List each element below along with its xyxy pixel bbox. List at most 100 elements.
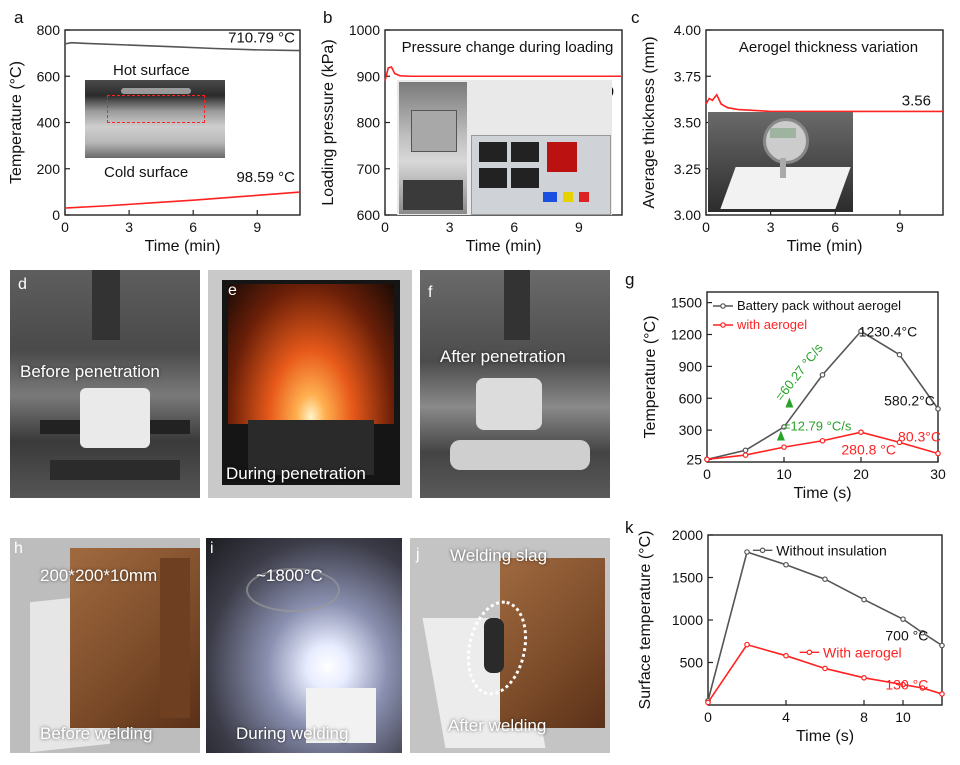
label-after-welding: After welding <box>448 716 547 735</box>
panel-letter-e: e <box>228 282 237 299</box>
panel-letter-c: c <box>631 8 640 27</box>
annotation-final-aerogel: 130 °C <box>885 677 928 693</box>
y-tick-label-b-4: 1000 <box>349 22 380 38</box>
label-during-welding: During welding <box>236 724 349 743</box>
x-axis-label-c: Time (min) <box>787 238 863 255</box>
plot-frame-g <box>706 291 939 463</box>
data-point-k-0-3 <box>822 576 828 582</box>
y-tick-label-g-5: 1500 <box>671 295 702 311</box>
annotation-end-aerogel: 80.3°C <box>898 429 941 445</box>
y-tick-label-a-2: 400 <box>37 115 61 131</box>
data-point-k-0-4 <box>861 596 867 603</box>
data-point-g-1-6 <box>935 450 941 457</box>
x-tick-label-b-2: 6 <box>510 219 518 235</box>
x-tick-label-a-1: 3 <box>125 219 133 235</box>
x-tick-label-a-0: 0 <box>61 219 69 235</box>
data-point-k-1-3 <box>822 665 828 672</box>
annotation-peak-without: 1230.4°C <box>859 323 918 339</box>
data-point-k-1-0 <box>705 699 711 706</box>
chart-title-b: Pressure change during loading <box>402 39 614 56</box>
y-tick-label-a-0: 0 <box>52 207 60 223</box>
annotation-hot-final: 710.79 °C <box>228 30 295 47</box>
y-tick-label-c-1: 3.25 <box>674 161 701 177</box>
y-tick-label-c-4: 4.00 <box>674 22 701 38</box>
data-point-g-0-4 <box>858 328 864 335</box>
y-axis-label-k: Surface temperature (°C) <box>637 531 654 710</box>
y-tick-label-c-0: 3.00 <box>674 207 701 223</box>
x-tick-label-g-0: 0 <box>703 466 711 482</box>
data-point-g-1-5 <box>896 439 903 446</box>
series-line-a-0 <box>64 41 301 52</box>
y-axis-label-c: Average thickness (mm) <box>641 36 658 208</box>
x-tick-label-g-1: 10 <box>776 466 792 482</box>
x-axis-label-g: Time (s) <box>793 485 851 502</box>
x-tick-label-b-0: 0 <box>381 219 389 235</box>
photo-before-penetration <box>10 270 200 498</box>
series-line-b-0 <box>384 66 622 82</box>
y-tick-label-g-0: 25 <box>686 451 702 467</box>
series-line-c-0 <box>705 93 943 113</box>
x-tick-label-g-2: 20 <box>853 466 869 482</box>
data-point-g-1-2 <box>781 444 787 450</box>
y-tick-label-k-0: 500 <box>680 655 704 671</box>
data-point-g-0-5 <box>896 351 903 358</box>
panel-letter-d: d <box>18 276 27 293</box>
data-point-k-1-5 <box>900 681 906 688</box>
inset-photo-hot-cold <box>85 80 225 158</box>
y-tick-label-g-2: 600 <box>679 390 703 406</box>
inset-photo-thickness-gauge <box>708 112 853 212</box>
panel-letter-j: j <box>416 546 420 563</box>
y-tick-label-c-3: 3.75 <box>674 68 701 84</box>
rate-marker-aerogel <box>776 430 785 441</box>
annotation-thickness-final: 3.56 <box>902 92 931 109</box>
y-axis-label-b: Loading pressure (kPa) <box>320 39 337 205</box>
inset-photo-press-machine <box>397 80 612 215</box>
x-tick-label-k-0: 0 <box>704 709 712 725</box>
series-line-k-1 <box>707 643 943 703</box>
chart-title-c: Aerogel thickness variation <box>739 39 918 56</box>
chart-c: 0 3 6 9 3.00 3.25 3.50 3.75 4.00 Time (min) Averag… <box>641 22 944 255</box>
panel-letter-k: k <box>625 518 634 537</box>
legend-marker-k-1 <box>806 649 813 656</box>
x-tick-label-c-2: 6 <box>831 219 839 235</box>
legend-marker-k-0 <box>759 547 766 554</box>
x-tick-label-a-2: 6 <box>189 219 197 235</box>
y-tick-label-k-1: 1000 <box>672 612 703 628</box>
data-point-k-1-1 <box>744 641 750 648</box>
y-tick-label-b-0: 600 <box>357 207 381 223</box>
x-tick-label-k-3: 10 <box>895 709 911 725</box>
panel-letter-h: h <box>14 540 23 557</box>
legend-label-g-0: Battery pack without aerogel <box>737 298 901 313</box>
x-axis-label-a: Time (min) <box>145 238 221 255</box>
annotation-cold-final: 98.59 °C <box>236 169 295 186</box>
panel-letter-g: g <box>625 270 635 289</box>
x-tick-label-a-3: 9 <box>253 219 261 235</box>
y-tick-label-k-3: 2000 <box>672 527 703 543</box>
series-line-k-0 <box>707 550 943 701</box>
label-during-penetration: During penetration <box>226 464 366 483</box>
panel-letter-f: f <box>428 284 433 301</box>
y-axis-label-a: Temperature (°C) <box>8 61 25 184</box>
panel-letter-a: a <box>14 8 24 27</box>
chart-g: 0 10 20 30 25 300 600 900 1200 1500 Time (s) Temper… <box>642 291 946 502</box>
data-point-g-1-1 <box>742 452 749 458</box>
legend-label-k-1: With aerogel <box>823 644 902 660</box>
label-welding-temperature: ~1800°C <box>256 566 323 585</box>
x-tick-label-g-3: 30 <box>930 466 946 482</box>
legend-label-g-1: with aerogel <box>736 317 807 332</box>
data-point-k-1-6 <box>919 685 926 691</box>
photo-after-welding <box>410 538 610 753</box>
data-point-k-0-1 <box>744 549 750 555</box>
annotation-peak-aerogel: 280.8 °C <box>841 441 896 457</box>
data-point-k-0-5 <box>900 616 906 622</box>
x-tick-label-b-1: 3 <box>446 219 454 235</box>
series-line-a-1 <box>64 191 301 209</box>
y-tick-label-a-3: 600 <box>37 68 61 84</box>
data-point-k-1-4 <box>861 675 867 681</box>
legend-label-k-0: Without insulation <box>776 542 887 558</box>
x-tick-label-c-0: 0 <box>702 219 710 235</box>
y-tick-label-b-1: 700 <box>357 161 381 177</box>
chart-a: 0 3 6 9 0 200 400 600 800 Time (min) Temperature (… <box>8 22 301 255</box>
data-point-k-0-6 <box>919 629 926 636</box>
label-before-penetration: Before penetration <box>20 362 160 381</box>
